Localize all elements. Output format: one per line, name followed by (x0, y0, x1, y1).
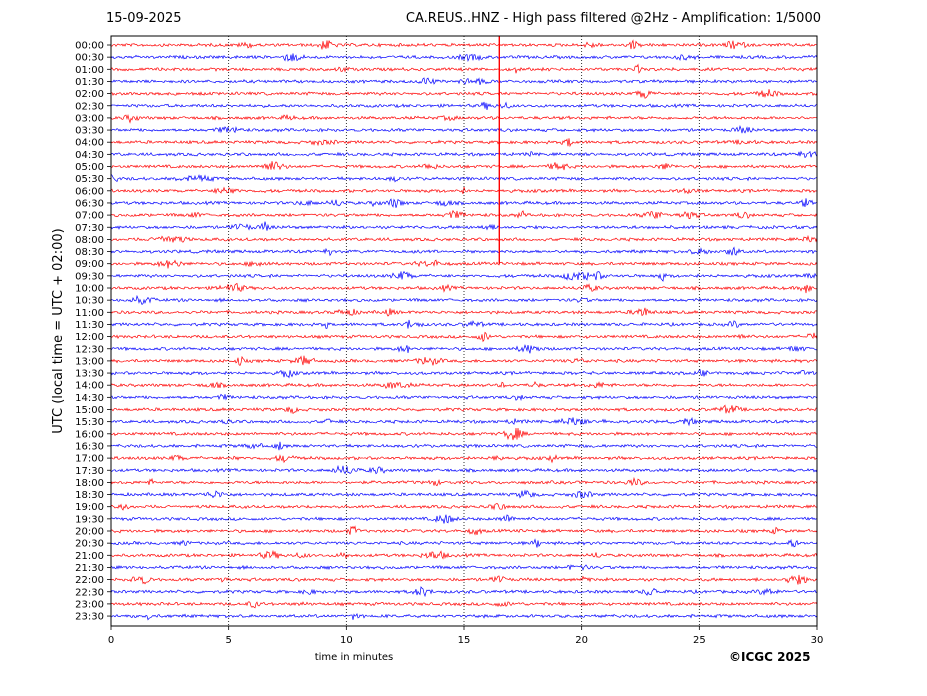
trace-line (110, 246, 818, 257)
y-tick-label: 10:00 (75, 284, 104, 295)
y-tick-label: 00:30 (75, 53, 104, 64)
y-tick-label: 13:30 (75, 369, 104, 380)
y-tick-label: 09:00 (75, 259, 104, 270)
trace-line (110, 441, 818, 451)
date-label: 15-09-2025 (106, 11, 182, 26)
y-tick-label: 19:00 (75, 502, 104, 513)
trace-line (110, 525, 818, 536)
grid-group (228, 36, 700, 626)
y-tick-label: 08:00 (75, 235, 104, 246)
y-tick-label: 21:00 (75, 551, 104, 562)
y-tick-label: 11:30 (75, 320, 104, 331)
y-tick-label: 14:30 (75, 393, 104, 404)
y-tick-label: 15:30 (75, 417, 104, 428)
y-tick-label: 07:00 (75, 211, 104, 222)
y-tick-label: 00:00 (75, 41, 104, 52)
trace-line (110, 476, 818, 487)
x-ticks-group: 0 5 10 15 20 25 30 (108, 626, 824, 646)
y-tick-label: 09:30 (75, 271, 104, 282)
trace-line (110, 344, 818, 354)
y-tick-label: 15:00 (75, 405, 104, 416)
y-tick-label: 17:00 (75, 454, 104, 465)
y-tick-label: 16:30 (75, 441, 104, 452)
y-tick-label: 23:30 (75, 612, 104, 623)
trace-line (110, 368, 818, 379)
y-tick-label: 02:30 (75, 101, 104, 112)
trace-line (110, 404, 818, 415)
y-tick-label: 06:00 (75, 186, 104, 197)
y-tick-label: 03:00 (75, 113, 104, 124)
trace-line (110, 464, 818, 475)
y-tick-label: 23:00 (75, 599, 104, 610)
y-tick-label: 03:30 (75, 126, 104, 137)
trace-line (110, 209, 818, 220)
x-tick-label: 30 (811, 635, 824, 646)
chart-title: CA.REUS..HNZ - High pass filtered @2Hz -… (405, 11, 821, 26)
trace-line (110, 417, 818, 427)
y-tick-label: 06:30 (75, 198, 104, 209)
x-tick-label: 25 (693, 635, 706, 646)
y-tick-label: 14:00 (75, 381, 104, 392)
y-tick-label: 20:30 (75, 539, 104, 550)
trace-line (110, 173, 818, 183)
trace-line (110, 489, 818, 499)
copyright-label: ©ICGC 2025 (729, 650, 811, 664)
y-tick-label: 20:00 (75, 527, 104, 538)
trace-line (110, 454, 818, 464)
x-axis-label: time in minutes (315, 652, 394, 663)
y-tick-label: 01:00 (75, 65, 104, 76)
x-tick-label: 0 (108, 635, 114, 646)
y-tick-label: 12:00 (75, 332, 104, 343)
y-tick-label: 12:30 (75, 344, 104, 355)
y-tick-label: 04:30 (75, 150, 104, 161)
y-tick-label: 19:30 (75, 514, 104, 525)
trace-line (110, 198, 818, 208)
y-tick-label: 05:30 (75, 174, 104, 185)
y-tick-label: 21:30 (75, 563, 104, 574)
trace-line (110, 564, 818, 571)
trace-line (110, 601, 818, 609)
x-tick-label: 5 (225, 635, 231, 646)
y-tick-label: 16:00 (75, 429, 104, 440)
y-tick-label: 13:00 (75, 356, 104, 367)
y-tick-label: 22:00 (75, 575, 104, 586)
x-tick-label: 15 (458, 635, 471, 646)
y-tick-label: 18:00 (75, 478, 104, 489)
y-tick-label: 01:30 (75, 77, 104, 88)
y-tick-label: 11:00 (75, 308, 104, 319)
y-tick-label: 04:00 (75, 138, 104, 149)
y-tick-label: 10:30 (75, 296, 104, 307)
y-tick-label: 22:30 (75, 587, 104, 598)
trace-line (110, 113, 818, 124)
y-tick-label: 17:30 (75, 466, 104, 477)
y-axis-label: UTC (local time = UTC + 02:00) (51, 228, 66, 433)
x-tick-label: 10 (340, 635, 353, 646)
y-tick-label: 07:30 (75, 223, 104, 234)
trace-line (110, 319, 818, 329)
y-tick-label: 18:30 (75, 490, 104, 501)
trace-line (110, 53, 818, 62)
trace-line (110, 138, 818, 148)
y-tick-label: 05:00 (75, 162, 104, 173)
y-tick-label: 02:00 (75, 89, 104, 100)
x-tick-label: 20 (575, 635, 588, 646)
y-tick-label: 08:30 (75, 247, 104, 258)
